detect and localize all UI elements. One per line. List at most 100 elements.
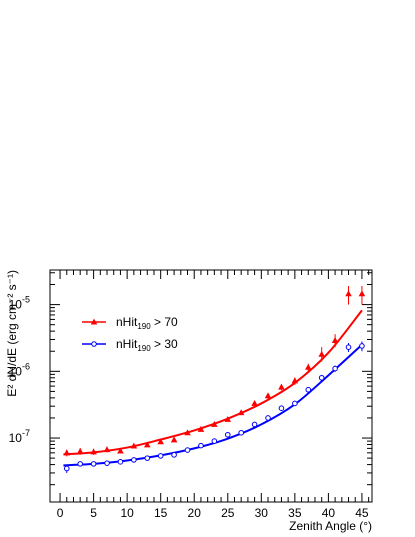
point-marker [63, 465, 70, 472]
point-marker [224, 431, 231, 438]
data-point [170, 436, 178, 443]
x-tick-label: 45 [355, 506, 369, 520]
point-marker [76, 448, 84, 454]
point-marker [359, 343, 365, 349]
y-tick-label: 10-5 [9, 295, 30, 312]
axes: 0 5 10 15 20 25 30 35 40 45 10-7 10-6 10-5 [9, 270, 372, 520]
point-marker [77, 461, 83, 467]
data-point [331, 334, 339, 348]
point-marker [117, 447, 124, 454]
y-tick-label: 10-7 [9, 428, 30, 445]
data-point [251, 400, 258, 407]
data-point [238, 429, 244, 436]
data-point [278, 383, 285, 391]
data-point [318, 374, 325, 381]
point-marker [318, 374, 325, 381]
point-marker [184, 429, 191, 436]
data-point [77, 461, 83, 467]
data-point [224, 431, 231, 438]
x-tick-label: 30 [255, 506, 269, 520]
x-tick-label: 35 [288, 506, 302, 520]
point-marker [157, 453, 164, 459]
point-marker [304, 363, 312, 370]
data-point [131, 457, 137, 463]
legend-label: nHit190 > 70 [116, 315, 178, 331]
data-point [117, 447, 124, 454]
fit-curves [63, 309, 363, 467]
data-point [157, 453, 164, 459]
point-marker [130, 442, 138, 449]
point-marker [104, 460, 110, 466]
data-point [211, 438, 218, 444]
data-point [358, 285, 366, 305]
data-point [143, 441, 151, 448]
data-point [130, 442, 138, 449]
point-marker [237, 409, 245, 416]
point-marker [224, 416, 232, 422]
data-point [117, 459, 124, 465]
data-point [171, 452, 177, 458]
x-tick-label: 25 [221, 506, 235, 520]
point-marker [143, 441, 151, 448]
data-point [359, 341, 365, 352]
point-marker [117, 459, 124, 465]
legend-marker [90, 318, 98, 325]
point-marker [292, 400, 298, 407]
point-marker [345, 344, 352, 350]
data-point [292, 400, 298, 407]
data-point [251, 421, 258, 428]
data-point [104, 460, 110, 466]
data-point [224, 416, 232, 422]
point-marker [305, 386, 312, 393]
data-point [63, 464, 70, 473]
point-marker [358, 290, 366, 297]
legend-label: nHit190 > 30 [116, 337, 178, 353]
point-marker [265, 415, 271, 421]
plot-frame [49, 269, 373, 503]
data-point [157, 438, 164, 445]
x-axis-title: Zenith Angle (°) [289, 519, 372, 533]
point-marker [211, 438, 218, 444]
y-axis-title: E² dN/dE (erg cm⁻² s⁻¹) [5, 270, 19, 397]
point-marker [331, 337, 339, 343]
x-tick-label: 0 [57, 506, 64, 520]
point-marker [144, 455, 151, 461]
point-marker [90, 461, 97, 467]
data-point [184, 429, 191, 436]
point-marker [278, 383, 285, 390]
data-point [184, 447, 191, 453]
data-point [90, 461, 97, 467]
x-tick-label: 20 [188, 506, 202, 520]
data-point [198, 442, 204, 449]
x-tick-label: 10 [120, 506, 134, 520]
data-point [211, 420, 218, 427]
point-marker [318, 350, 325, 357]
data-point [76, 447, 84, 455]
data-point [304, 363, 312, 372]
point-marker [90, 448, 97, 455]
x-tick-label: 5 [90, 506, 97, 520]
data-point [237, 409, 245, 416]
data-point [197, 425, 205, 432]
data-point [144, 455, 151, 461]
point-marker [211, 420, 218, 427]
fit-curve [63, 344, 363, 467]
point-marker [345, 290, 352, 297]
legend-marker [91, 341, 97, 347]
point-marker [157, 438, 164, 445]
point-marker [251, 421, 258, 428]
x-tick-label: 40 [322, 506, 336, 520]
point-marker [251, 400, 258, 406]
data-point [265, 415, 271, 421]
data-point [90, 448, 97, 455]
x-tick-label: 15 [154, 506, 168, 520]
point-marker [278, 405, 285, 412]
point-marker [291, 377, 299, 384]
data-points [63, 285, 366, 473]
data-point [345, 343, 352, 352]
fit-curve [63, 309, 363, 456]
point-marker [238, 429, 244, 436]
point-marker [103, 446, 111, 453]
point-marker [184, 447, 191, 453]
